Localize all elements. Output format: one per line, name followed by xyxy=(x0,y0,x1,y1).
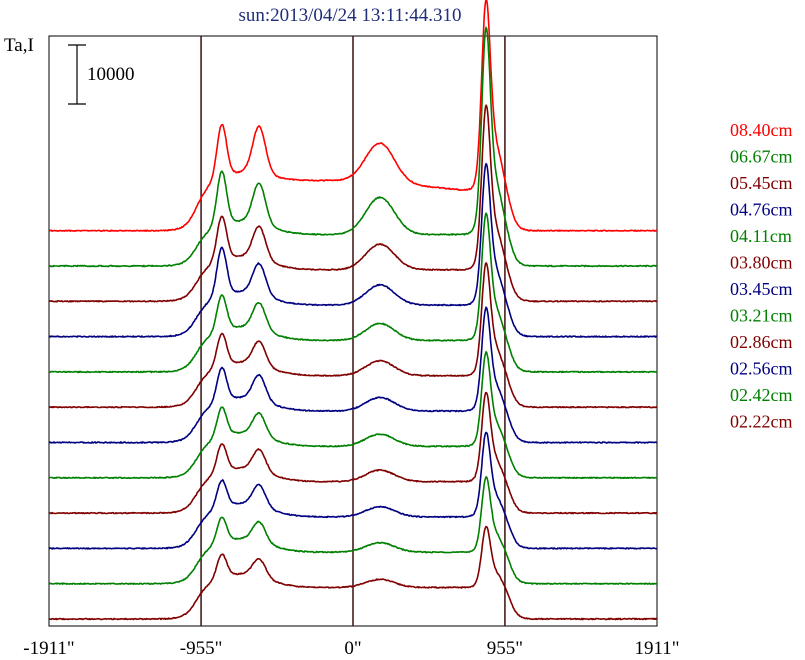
x-tick-label: 0" xyxy=(344,638,361,659)
legend-entry: 06.67cm xyxy=(730,147,793,167)
y-axis-label: Ta,I xyxy=(4,35,34,56)
x-tick-label: 955" xyxy=(487,638,523,659)
series-line-06.67cm xyxy=(49,25,658,268)
legend-entry: 04.11cm xyxy=(730,226,792,246)
legend-entry: 03.45cm xyxy=(730,279,793,299)
scale-bar xyxy=(68,44,86,105)
scale-bar-label: 10000 xyxy=(87,64,135,85)
series-line-02.42cm xyxy=(48,475,658,585)
chart-title: sun:2013/04/24 13:11:44.310 xyxy=(238,5,461,26)
series-line-02.56cm xyxy=(48,431,658,550)
series-line-04.76cm xyxy=(48,162,658,338)
legend: 08.40cm 06.67cm 05.45cm 04.76cm 04.11cm 03.80… xyxy=(730,120,793,432)
x-tick-label: 1911" xyxy=(634,638,679,659)
legend-entry: 03.21cm xyxy=(730,306,793,326)
series-line-05.45cm xyxy=(49,104,657,303)
series-line-03.45cm xyxy=(49,306,658,444)
legend-entry: 04.76cm xyxy=(730,200,793,220)
series-line-08.40cm xyxy=(48,0,658,232)
series-line-02.86cm xyxy=(49,391,657,515)
reference-lines xyxy=(200,36,506,626)
legend-entry: 02.42cm xyxy=(730,385,793,405)
series-line-03.21cm xyxy=(49,350,658,479)
x-tick-labels: -1911" -955" 0" 955" 1911" xyxy=(23,638,679,659)
x-tick-label: -1911" xyxy=(23,638,74,659)
series-group xyxy=(48,0,658,621)
x-tick-label: -955" xyxy=(180,638,223,659)
legend-entry: 03.80cm xyxy=(730,253,793,273)
legend-entry: 02.22cm xyxy=(730,412,793,432)
legend-entry: 02.56cm xyxy=(730,359,793,379)
series-line-04.11cm xyxy=(49,212,658,374)
legend-entry: 02.86cm xyxy=(730,332,793,352)
legend-entry: 05.45cm xyxy=(730,173,793,193)
series-line-03.80cm xyxy=(49,261,658,409)
legend-entry: 08.40cm xyxy=(730,120,793,140)
series-line-02.22cm xyxy=(49,525,658,621)
